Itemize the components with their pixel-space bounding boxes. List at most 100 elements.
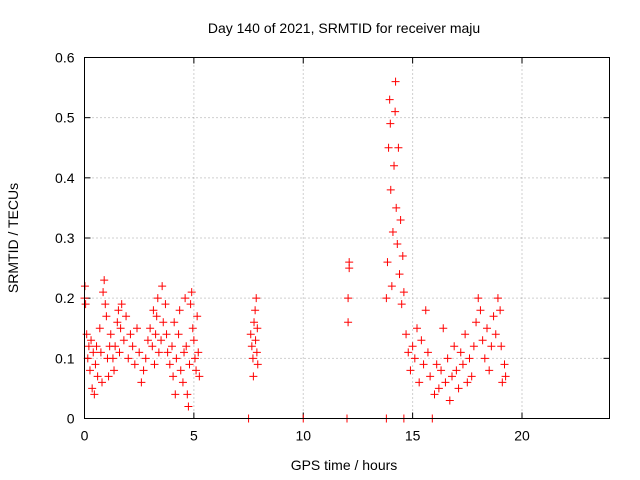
data-point <box>158 282 167 291</box>
data-point <box>402 330 411 339</box>
data-point <box>165 360 174 369</box>
data-point <box>110 366 119 375</box>
data-point <box>187 288 196 297</box>
data-point <box>443 354 452 363</box>
data-point <box>128 342 137 351</box>
data-point <box>398 252 407 261</box>
data-point <box>439 324 448 333</box>
data-point <box>249 372 258 381</box>
data-point <box>101 300 110 309</box>
y-tick-label: 0.1 <box>55 350 75 366</box>
data-point <box>415 378 424 387</box>
x-tick-label: 0 <box>81 428 89 444</box>
data-point <box>469 342 478 351</box>
data-point <box>194 348 203 357</box>
data-point <box>413 324 421 333</box>
data-point <box>154 348 163 357</box>
data-point <box>108 354 117 363</box>
data-point <box>480 354 489 363</box>
data-point <box>99 288 108 297</box>
data-point <box>388 227 397 236</box>
data-point <box>184 402 193 411</box>
data-point <box>195 372 204 381</box>
data-point <box>163 348 172 357</box>
data-point <box>251 336 260 345</box>
x-tick-label: 20 <box>514 428 530 444</box>
data-point <box>181 294 190 303</box>
data-point <box>344 294 353 303</box>
data-point <box>185 360 194 369</box>
data-point <box>454 384 463 393</box>
data-point <box>393 240 402 249</box>
data-point <box>450 342 459 351</box>
data-point <box>153 294 162 303</box>
data-point <box>95 324 104 333</box>
data-point <box>437 366 446 375</box>
y-tick-label: 0.5 <box>55 110 75 126</box>
grid <box>84 57 610 419</box>
data-point <box>467 372 476 381</box>
data-point <box>116 324 125 333</box>
data-point <box>124 354 133 363</box>
data-point <box>182 342 191 351</box>
data-point <box>111 342 120 351</box>
data-point <box>421 306 430 315</box>
data-point <box>81 300 90 309</box>
data-point <box>476 306 485 315</box>
data-point <box>501 372 510 381</box>
data-point <box>186 300 195 309</box>
data-point <box>458 360 467 369</box>
data-point <box>192 366 201 375</box>
data-point <box>126 330 135 339</box>
data-point <box>489 312 498 321</box>
data-point <box>150 360 159 369</box>
data-point <box>168 342 176 351</box>
data-point <box>445 396 454 405</box>
data-point <box>386 119 395 128</box>
x-tick-label: 10 <box>295 428 311 444</box>
data-point <box>117 300 126 309</box>
data-point <box>172 354 181 363</box>
data-point <box>345 264 354 273</box>
data-point <box>174 330 183 339</box>
data-point <box>115 348 124 357</box>
data-point <box>426 372 435 381</box>
data-point <box>89 348 98 357</box>
x-tick-label: 5 <box>190 428 198 444</box>
data-point <box>485 366 494 375</box>
data-point <box>100 276 109 285</box>
data-point <box>96 348 105 357</box>
y-tick-label: 0.3 <box>55 230 75 246</box>
data-point <box>92 342 101 351</box>
data-point <box>248 354 257 363</box>
data-point <box>390 161 399 170</box>
y-tick-label: 0 <box>67 411 75 427</box>
data-point <box>386 185 395 194</box>
data-point <box>434 384 443 393</box>
data-point <box>119 336 128 345</box>
data-point <box>143 336 152 345</box>
chart-title: Day 140 of 2021, SRMTID for receiver maj… <box>208 20 480 36</box>
data-point <box>193 312 202 321</box>
data-point <box>133 324 141 333</box>
data-point <box>169 372 178 381</box>
y-tick-label: 0.6 <box>55 50 75 66</box>
data-point <box>417 336 426 345</box>
data-point <box>135 348 144 357</box>
data-point <box>396 215 405 224</box>
data-point <box>113 318 122 327</box>
data-point <box>497 342 506 351</box>
data-point <box>423 348 432 357</box>
data-point <box>465 354 474 363</box>
data-point <box>137 378 146 387</box>
data-point <box>432 360 441 369</box>
data-point <box>180 348 189 357</box>
data-point <box>157 336 166 345</box>
data-point <box>148 342 157 351</box>
data-point <box>463 378 472 387</box>
data-point <box>130 360 139 369</box>
data-point <box>448 372 456 381</box>
data-point <box>85 366 94 375</box>
x-tick-label: 15 <box>405 428 421 444</box>
data-point <box>384 143 393 152</box>
